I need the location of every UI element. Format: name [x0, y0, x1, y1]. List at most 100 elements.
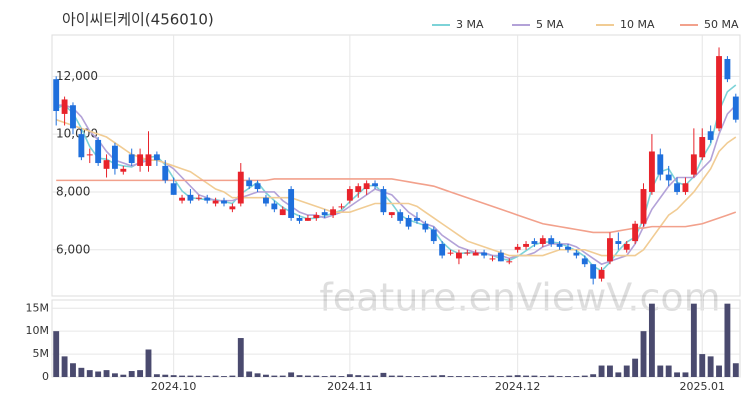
candle-body	[111, 145, 118, 169]
candle-body	[648, 151, 655, 192]
volume-bar	[229, 375, 236, 377]
candle-body	[615, 241, 622, 244]
volume-bar	[111, 373, 118, 377]
volume-bar	[95, 371, 102, 377]
candle-body	[70, 105, 76, 129]
ma-line	[55, 118, 737, 257]
volume-bar	[346, 374, 353, 377]
candle-body	[581, 258, 588, 265]
candle-body	[313, 215, 320, 218]
volume-bar	[271, 375, 278, 377]
volume-bar	[321, 376, 328, 377]
volume-bar	[455, 376, 462, 377]
volume-bar	[565, 376, 571, 377]
candle-body	[204, 197, 211, 201]
volume-bar	[657, 365, 664, 377]
candle-body	[724, 58, 731, 80]
volume-bar	[581, 375, 588, 377]
volume-bar	[447, 376, 454, 377]
legend-label: 5 MA	[536, 18, 564, 31]
candle-body	[674, 183, 681, 192]
candle-body	[288, 189, 295, 218]
candle-body	[405, 217, 412, 227]
volume-bar	[489, 376, 496, 377]
candle-body	[590, 264, 597, 279]
volume-bar	[615, 372, 622, 377]
candle-body	[556, 243, 563, 247]
candle-body	[170, 183, 177, 195]
candle-body	[573, 252, 580, 256]
volume-bar	[170, 375, 177, 377]
volume-bar	[724, 303, 731, 377]
candle-body	[531, 241, 538, 244]
candle-body	[296, 217, 303, 221]
volume-bar	[397, 375, 404, 377]
legend-label: 10 MA	[620, 18, 655, 31]
candle-body	[607, 238, 613, 262]
volume-bar	[388, 375, 395, 377]
volume-bar	[506, 375, 513, 377]
volume-bar	[137, 370, 144, 377]
candle-body	[447, 252, 454, 254]
candle-body	[548, 238, 555, 244]
volume-bar	[338, 376, 345, 377]
candle-body	[497, 252, 504, 262]
volume-bar	[497, 376, 504, 377]
candle-body	[145, 154, 152, 166]
volume-bar	[86, 370, 93, 377]
volume-bar	[690, 303, 697, 377]
volume-bar	[548, 375, 555, 377]
y-tick-label: 12,000	[56, 69, 98, 83]
candle-body	[254, 183, 261, 190]
candle-body	[707, 131, 714, 140]
candle-body	[414, 217, 420, 221]
volume-bar	[598, 365, 605, 377]
volume-bar	[204, 376, 211, 377]
volume-bar	[279, 375, 286, 377]
watermark: feature.enViewV.com	[319, 276, 720, 320]
volume-bar	[405, 376, 412, 377]
volume-bar	[304, 375, 311, 377]
candle-body	[623, 243, 630, 250]
candle-body	[598, 269, 605, 279]
x-tick-label: 2024.12	[495, 380, 541, 393]
candle-body	[380, 189, 387, 213]
volume-bar	[380, 372, 387, 377]
candle-body	[472, 252, 479, 256]
volume-bar	[472, 376, 479, 377]
volume-bar	[263, 374, 269, 377]
volume-bar	[61, 356, 68, 377]
candle-body	[330, 209, 337, 216]
price-panel	[51, 34, 741, 297]
candle-body	[506, 261, 513, 263]
volume-bar	[732, 363, 739, 377]
volume-bar	[632, 358, 639, 377]
volume-bar	[372, 375, 378, 377]
candle-body	[665, 174, 672, 181]
volume-bar	[590, 374, 597, 377]
volume-bar	[179, 375, 185, 377]
candle-body	[162, 165, 169, 181]
candle-body	[221, 200, 227, 204]
volume-bar	[288, 372, 295, 377]
volume-bar	[212, 375, 219, 377]
candle-body	[464, 252, 471, 254]
volume-bar	[716, 365, 722, 377]
candle-body	[523, 243, 529, 247]
y-tick-label: 10M	[26, 324, 50, 337]
y-tick-label: 8,000	[56, 184, 90, 198]
volume-bar	[330, 375, 337, 377]
candle-body	[237, 171, 244, 204]
candle-body	[716, 56, 722, 129]
volume-bar	[187, 375, 194, 377]
candle-body	[279, 209, 286, 216]
candle-body	[439, 243, 446, 256]
volume-bar	[313, 375, 320, 377]
legend-label: 3 MA	[456, 18, 484, 31]
volume-bar	[221, 376, 227, 377]
candle-body	[514, 246, 521, 250]
candle-body	[120, 168, 127, 172]
candle-body	[346, 189, 353, 201]
candle-body	[53, 79, 60, 112]
